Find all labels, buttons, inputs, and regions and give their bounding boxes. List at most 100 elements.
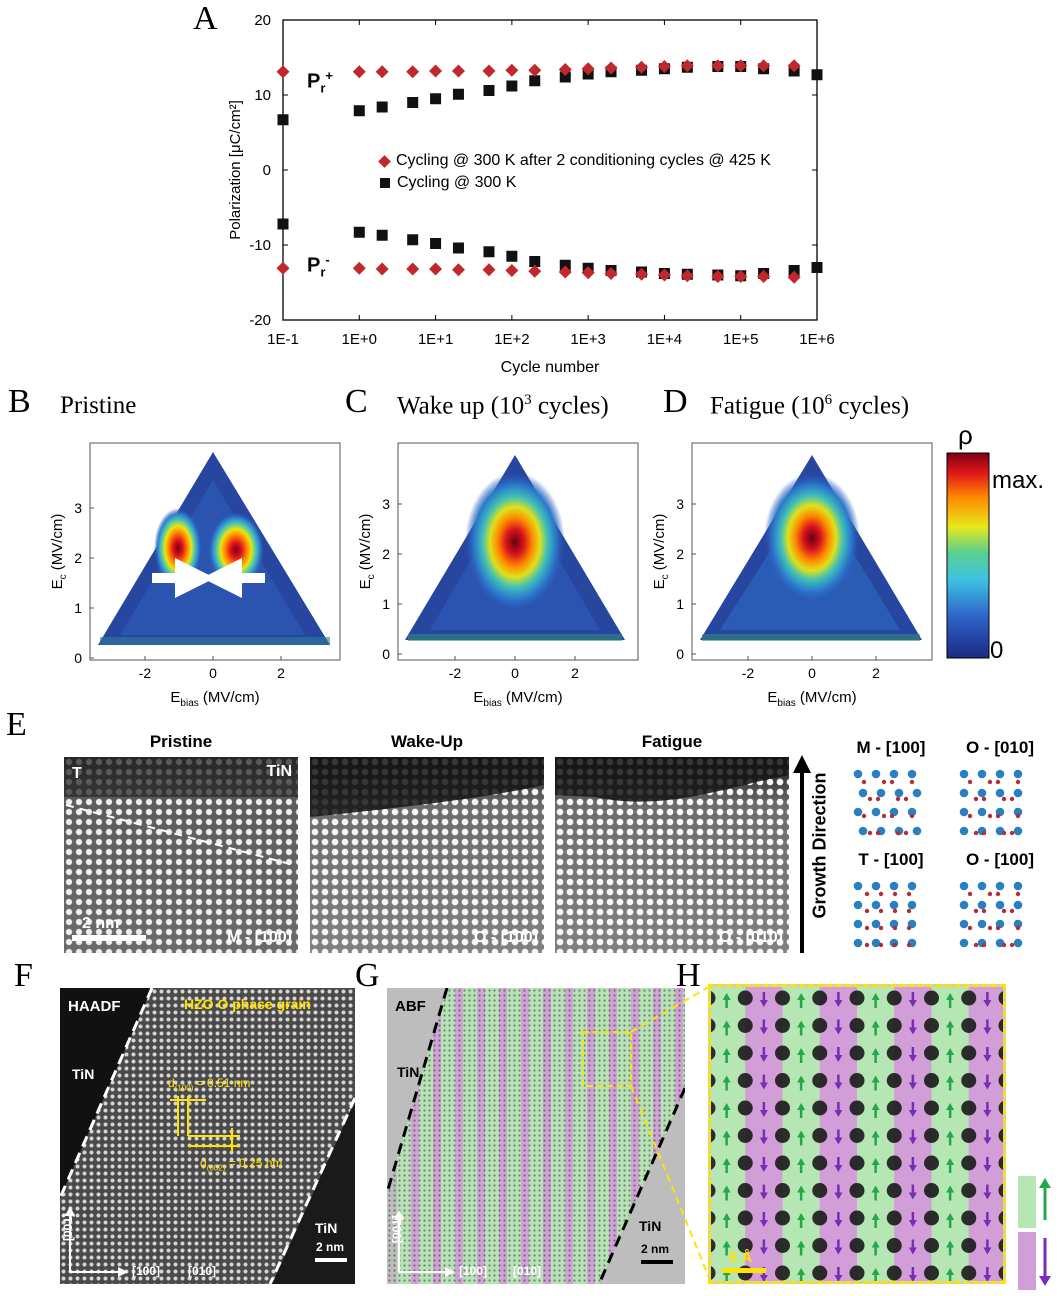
panel-c-label: C — [345, 383, 368, 420]
atom-column — [737, 1238, 753, 1253]
x-tick-label: 1E+6 — [799, 331, 834, 348]
atom-column — [737, 1018, 753, 1033]
dipole-up-arrow-icon — [871, 1213, 880, 1220]
data-point-square — [452, 88, 464, 100]
dipole-up-arrow-icon — [797, 1185, 806, 1193]
atom-blue — [959, 938, 969, 948]
atom-red — [867, 830, 873, 836]
atom-red — [903, 830, 909, 836]
atom-column — [812, 1073, 828, 1088]
atom-column — [886, 990, 902, 1006]
data-point-diamond — [680, 59, 694, 73]
forc-d-peak — [764, 473, 860, 603]
atom-red — [867, 796, 873, 802]
dipole-up-arrow-icon — [946, 1240, 955, 1248]
colorbar-max: max. — [992, 467, 1044, 494]
atom-red — [889, 813, 895, 819]
dipole-up-arrow-icon — [946, 1048, 955, 1055]
atom-column — [886, 1128, 902, 1143]
x-tick-label: 1E+5 — [723, 331, 758, 348]
panel-e-label: E — [6, 706, 27, 743]
atom-column — [886, 1210, 902, 1226]
atom-column — [849, 1183, 865, 1198]
atom-red — [881, 779, 887, 785]
atom-column — [812, 1045, 828, 1061]
atom-column — [737, 990, 753, 1006]
dipole-up-arrow-icon — [871, 1075, 880, 1083]
forc-x-axis-label: Ebias (MV/cm) — [170, 689, 259, 709]
atom-column — [711, 1156, 716, 1170]
g-axis-100: [100] — [459, 1264, 488, 1278]
atom-red — [1009, 942, 1015, 948]
atom-red — [987, 813, 993, 819]
haadf-image: HAADF HZO O phase grain TiN TiN d(100) =… — [60, 988, 355, 1284]
atom-column — [849, 1238, 865, 1253]
dipole-down-arrow-icon — [908, 1000, 917, 1007]
atom-red — [987, 925, 993, 931]
h-scale: 5 Å — [729, 1249, 753, 1266]
atom-column — [775, 1155, 790, 1171]
data-point-diamond — [680, 269, 694, 283]
data-point-square — [353, 105, 365, 117]
atom-red — [981, 908, 987, 914]
dipole-up-arrow-icon — [871, 1158, 880, 1165]
stem-pristine: T TiN 2 nm M - [100] — [64, 757, 298, 953]
atom-blue — [853, 881, 863, 891]
dipole-up-arrow-icon — [797, 1268, 806, 1275]
atom-blue — [995, 769, 1005, 779]
atom-column — [961, 1265, 977, 1281]
dipole-up-arrow-icon — [797, 1048, 806, 1055]
dipole-down-arrow-icon — [834, 1192, 843, 1200]
dipole-down-arrow-icon — [908, 1137, 917, 1145]
atom-blue — [853, 807, 863, 817]
data-point-square — [559, 259, 571, 271]
forc-b-frame — [89, 442, 341, 661]
f-d002: d(002) = 0.25 nm — [200, 1156, 283, 1173]
atom-column — [711, 991, 716, 1005]
atom-red — [967, 925, 973, 931]
atom-column — [849, 1100, 865, 1116]
atom-column — [737, 1100, 753, 1116]
atom-red — [892, 908, 898, 914]
zoom-lines — [630, 984, 713, 1286]
dipole-up-arrow-icon — [871, 1130, 880, 1138]
g-mode: ABF — [395, 998, 426, 1015]
atom-column — [961, 1183, 977, 1198]
atom-blue — [977, 900, 987, 910]
atom-column — [711, 1046, 716, 1060]
dipole-up-arrow-icon — [797, 1075, 806, 1083]
pr-minus-label: Pr- — [307, 252, 330, 280]
dipole-up-arrow-icon — [946, 1185, 955, 1193]
panel-h-label: H — [676, 957, 701, 994]
dipole-down-arrow-icon — [759, 1275, 768, 1281]
atom-column — [775, 1018, 790, 1033]
atom-blue — [1013, 919, 1023, 929]
x-tick-label: 1E-1 — [267, 331, 299, 348]
atom-blue — [1013, 938, 1023, 948]
atom-blue — [995, 881, 1005, 891]
forc-c-peak — [465, 472, 565, 612]
dipole-up-arrow-icon — [797, 993, 806, 1000]
crystal-structures — [853, 769, 1023, 948]
atom-red — [981, 796, 987, 802]
atom-blue — [977, 919, 987, 929]
data-point-diamond — [711, 59, 725, 73]
data-point-diamond — [482, 64, 496, 78]
dipole-down-arrow-icon — [834, 1247, 843, 1255]
f-grain: HZO O phase grain — [184, 996, 311, 1012]
e-title-wakeup: Wake-Up — [390, 732, 464, 751]
forc-x-tick-label: -2 — [139, 665, 152, 681]
stem-fatigue: O - [010] — [555, 757, 789, 953]
data-point-diamond — [581, 266, 595, 280]
atom-column — [886, 1018, 902, 1033]
data-point-diamond — [375, 65, 389, 79]
forc-x-tick-label: 2 — [571, 665, 579, 681]
atom-column — [812, 1155, 828, 1171]
atom-blue — [959, 826, 969, 836]
atom-blue — [912, 788, 922, 798]
data-point-diamond — [757, 59, 771, 73]
pr-plus-label: Pr+ — [307, 68, 333, 96]
atom-column — [886, 1073, 902, 1088]
atom-column — [849, 1265, 865, 1281]
dipole-up-arrow-icon — [722, 1240, 731, 1248]
